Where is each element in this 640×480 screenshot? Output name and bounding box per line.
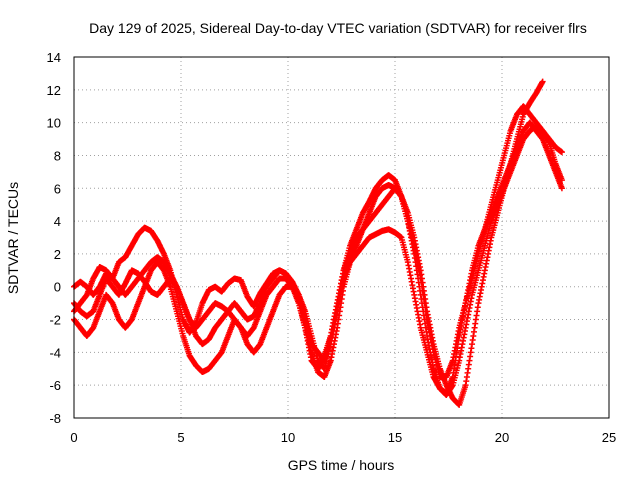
data-point [558,149,565,156]
x-tick-label: 0 [70,430,77,445]
y-tick-label: 8 [54,148,61,163]
data-points [71,78,565,408]
series-4 [71,103,565,380]
x-tick-label: 20 [495,430,509,445]
x-tick-label: 5 [177,430,184,445]
y-tick-label: -8 [49,411,61,426]
y-tick-label: -6 [49,378,61,393]
data-point [558,185,565,192]
y-axis-label: SDTVAR / TECUs [5,182,21,294]
x-axis-label: GPS time / hours [288,457,395,473]
grid [74,57,609,418]
y-tick-label: 0 [54,280,61,295]
tick-labels: 0 5 10 15 20 25 -8 -6 -4 -2 0 2 4 6 8 10 12 14 [47,50,617,445]
data-point [539,78,546,85]
y-tick-label: 2 [54,247,61,262]
y-tick-label: 4 [54,214,61,229]
plot-frame [73,56,610,419]
y-tick-label: -4 [49,345,61,360]
x-tick-label: 25 [602,430,616,445]
x-tick-label: 10 [281,430,295,445]
y-tick-label: 6 [54,181,61,196]
y-tick-label: 10 [47,116,61,131]
y-tick-label: 12 [47,83,61,98]
series-3 [71,78,546,408]
chart-title: Day 129 of 2025, Sidereal Day-to-day VTE… [89,20,587,36]
data-point [558,177,565,184]
y-tick-label: -2 [49,313,61,328]
x-tick-label: 15 [388,430,402,445]
y-tick-label: 14 [47,50,61,65]
